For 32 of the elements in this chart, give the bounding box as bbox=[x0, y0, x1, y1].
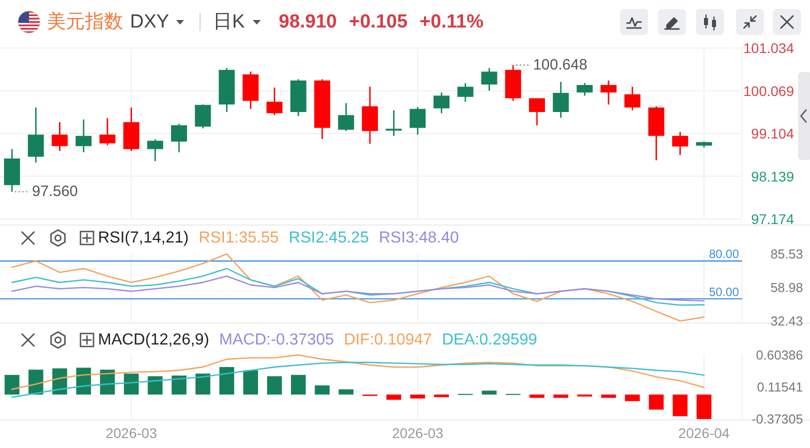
y-tick-label: 98.139 bbox=[751, 168, 794, 184]
annotation: 97.560 bbox=[32, 183, 78, 200]
text: RSI3:48.40 bbox=[378, 230, 459, 246]
y-tick-label: 99.104 bbox=[751, 126, 794, 142]
y-tick-label: 32.43 bbox=[770, 314, 803, 328]
subtitle: DXY bbox=[130, 12, 170, 32]
y-tick-label: 101.034 bbox=[743, 40, 794, 56]
annotation: 100.648 bbox=[533, 56, 588, 74]
x-tick-label: 2026-03 bbox=[392, 425, 444, 441]
x-tick-label: 2026-04 bbox=[678, 425, 730, 441]
text: 日K bbox=[213, 12, 246, 32]
series-label: DIF:0.10947 bbox=[344, 332, 432, 348]
title: MACD(12,26,9) bbox=[98, 332, 210, 348]
text: +0.105 bbox=[348, 12, 408, 32]
y-tick-label: 97.174 bbox=[751, 211, 794, 227]
series-label: RSI1:35.55 bbox=[198, 230, 279, 246]
y-tick-label: -0.37305 bbox=[752, 412, 803, 426]
text: RSI2:45.25 bbox=[288, 230, 369, 246]
text: MACD:-0.37305 bbox=[219, 332, 334, 348]
y-tick-label: 100.069 bbox=[743, 82, 794, 99]
x-tick-label: 2026-03 bbox=[106, 425, 158, 441]
y-tick-label: 85.53 bbox=[770, 246, 803, 262]
y-tick-label: 0.11541 bbox=[756, 380, 803, 394]
title: RSI(7,14,21) bbox=[98, 230, 189, 246]
y-tick-label: 0.60386 bbox=[756, 348, 803, 362]
title: 美元指数 bbox=[47, 12, 123, 32]
ref-line-label: 50.00 bbox=[708, 284, 740, 299]
y-tick-label: 58.98 bbox=[770, 280, 803, 295]
ref-line-label: 80.00 bbox=[708, 246, 740, 261]
series-label: DEA:0.29599 bbox=[442, 332, 538, 348]
text: 98.910 bbox=[278, 12, 337, 32]
text: +0.11% bbox=[420, 12, 484, 32]
